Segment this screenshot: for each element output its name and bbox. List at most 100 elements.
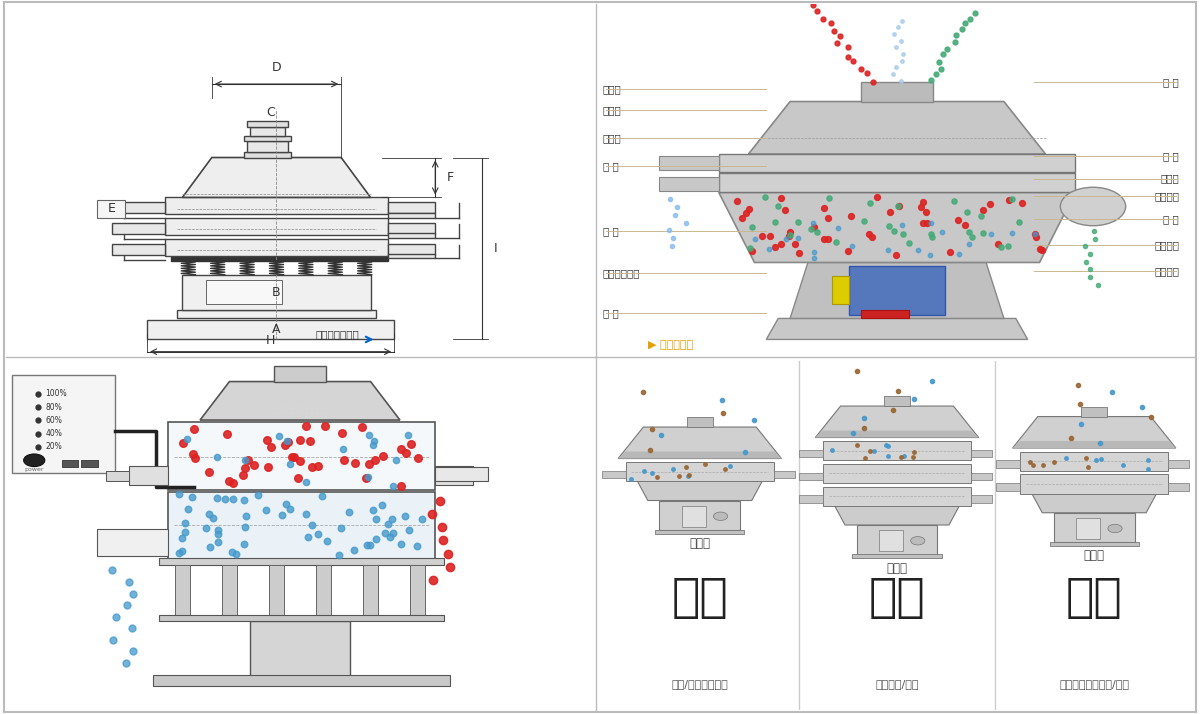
Point [775,204,794,216]
Bar [112,243,164,255]
Point [296,420,316,431]
Point [391,481,410,492]
Point [277,436,296,447]
Point [800,223,820,235]
Point [259,461,278,473]
Bar [862,310,908,318]
Point [316,421,335,432]
Bar [660,156,719,170]
Polygon shape [1032,493,1157,513]
Point [917,218,936,229]
Bar [436,467,488,481]
Circle shape [24,454,44,466]
Point [234,494,253,506]
Point [913,217,932,228]
Text: power: power [24,467,44,472]
Point [727,195,746,206]
Bar [112,223,164,233]
Point [235,454,254,466]
Bar [625,462,774,481]
Text: 双层式: 双层式 [1084,550,1105,563]
Bar [996,461,1020,468]
Point [743,221,762,232]
Point [815,233,834,244]
Point [914,196,934,208]
Bar [269,565,284,616]
Point [1009,216,1028,228]
Polygon shape [618,427,781,458]
Point [806,226,826,237]
Point [335,454,354,466]
Bar [799,473,823,481]
Point [272,510,292,521]
Bar [799,496,823,503]
Bar [1081,407,1108,416]
Polygon shape [1013,441,1176,448]
Bar [862,82,932,101]
Point [752,230,772,241]
Bar [182,275,371,310]
Point [173,533,192,544]
Point [260,441,280,452]
Bar [1076,518,1100,539]
Point [815,202,834,213]
Text: 下部重錘: 下部重錘 [1154,266,1180,276]
Bar [799,450,823,458]
Point [308,461,328,472]
Point [269,431,288,442]
Point [972,211,991,222]
Point [360,458,379,470]
Point [197,523,216,534]
Bar [389,223,436,233]
Point [863,231,882,243]
Point [383,513,402,525]
Point [397,448,416,459]
Point [766,241,785,253]
Point [880,206,899,218]
Bar [244,152,292,158]
Point [378,518,397,529]
Point [402,438,421,449]
Text: 篩 盤: 篩 盤 [1164,213,1180,223]
Point [209,528,228,540]
Text: 去除液体中的颗粒/异物: 去除液体中的颗粒/异物 [1060,679,1129,689]
Point [804,217,823,228]
Text: 機 座: 機 座 [602,308,619,318]
Bar [62,460,78,467]
Point [827,236,846,248]
Bar [660,501,740,531]
Point [233,469,252,481]
Polygon shape [749,101,1045,154]
Point [973,203,992,215]
Point [998,240,1018,251]
Point [740,242,760,253]
Point [199,508,218,520]
Point [1013,197,1032,208]
Point [360,539,379,550]
Point [383,481,402,492]
Circle shape [714,512,727,521]
Point [780,231,799,242]
Point [1026,228,1045,240]
Point [364,439,383,451]
Text: 進料口: 進料口 [602,84,622,94]
Text: E: E [107,203,115,216]
Point [238,455,257,466]
Point [745,233,764,244]
Circle shape [1061,187,1126,226]
Point [366,454,385,466]
Point [208,451,227,462]
Bar [1020,474,1169,493]
Point [318,536,337,547]
Point [860,198,880,209]
Text: 除杂: 除杂 [1066,576,1122,621]
Point [175,527,194,538]
Point [804,221,823,233]
Point [372,499,391,511]
Point [820,192,839,203]
Bar [148,320,394,339]
Point [962,231,982,242]
Point [1026,228,1045,240]
Point [302,461,322,473]
Text: F: F [446,171,454,184]
